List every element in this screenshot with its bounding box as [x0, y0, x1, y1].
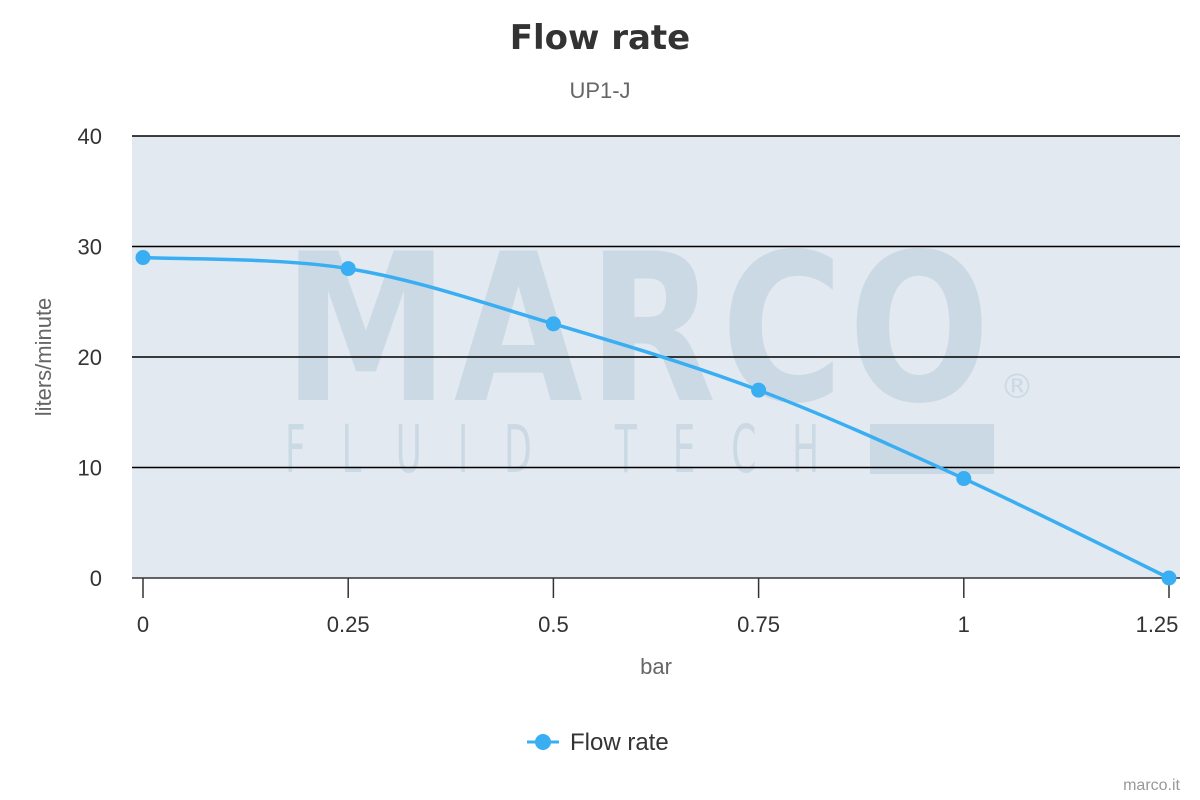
x-tick-label: 0.25: [327, 612, 370, 637]
series-group: [135, 250, 1177, 586]
data-point-flow-rate-1.25[interactable]: [1161, 570, 1177, 586]
watermark-registered-mark: ®: [1000, 367, 1034, 407]
series-line-flow-rate[interactable]: [142, 255, 1170, 580]
credits-link[interactable]: marco.it: [1123, 777, 1180, 794]
x-tick-label: 0.75: [737, 612, 780, 637]
watermark-tagline: FLUID TECH: [285, 411, 855, 488]
y-axis-title: liters/minute: [31, 298, 56, 417]
x-axis: [132, 577, 1180, 598]
legend-marker-symbol: [535, 734, 551, 750]
x-tick-label: 1.25: [1136, 612, 1179, 637]
x-axis-title: bar: [640, 654, 672, 679]
y-tick-label: 10: [78, 456, 102, 481]
x-axis-tick-labels: 0 0.25 0.5 0.75 1 1.25: [137, 612, 1179, 637]
watermark-bar: [870, 424, 994, 474]
y-axis-tick-labels: 0 10 20 30 40: [78, 124, 102, 591]
y-tick-label: 30: [78, 235, 102, 260]
y-tick-label: 40: [78, 124, 102, 149]
grid-lines: [132, 135, 1180, 469]
data-point-flow-rate-0[interactable]: [135, 250, 151, 266]
data-point-flow-rate-1[interactable]: [956, 471, 972, 487]
x-tick-label: 0: [137, 612, 149, 637]
data-point-flow-rate-0.25[interactable]: [340, 261, 356, 277]
y-tick-label: 0: [90, 566, 102, 591]
watermark-logo: MARCO ® FLUID TECH: [283, 211, 1034, 488]
data-point-flow-rate-0.75[interactable]: [751, 382, 767, 398]
y-tick-label: 20: [78, 345, 102, 370]
legend-label: Flow rate: [570, 729, 669, 756]
data-point-flow-rate-0.5[interactable]: [545, 316, 561, 332]
chart-title: Flow rate: [510, 18, 691, 58]
x-tick-label: 1: [958, 612, 970, 637]
x-tick-label: 0.5: [538, 612, 569, 637]
chart-subtitle: UP1-J: [569, 78, 630, 103]
watermark-brand: MARCO: [283, 211, 995, 449]
legend-item-flow-rate[interactable]: Flow rate: [527, 729, 669, 756]
